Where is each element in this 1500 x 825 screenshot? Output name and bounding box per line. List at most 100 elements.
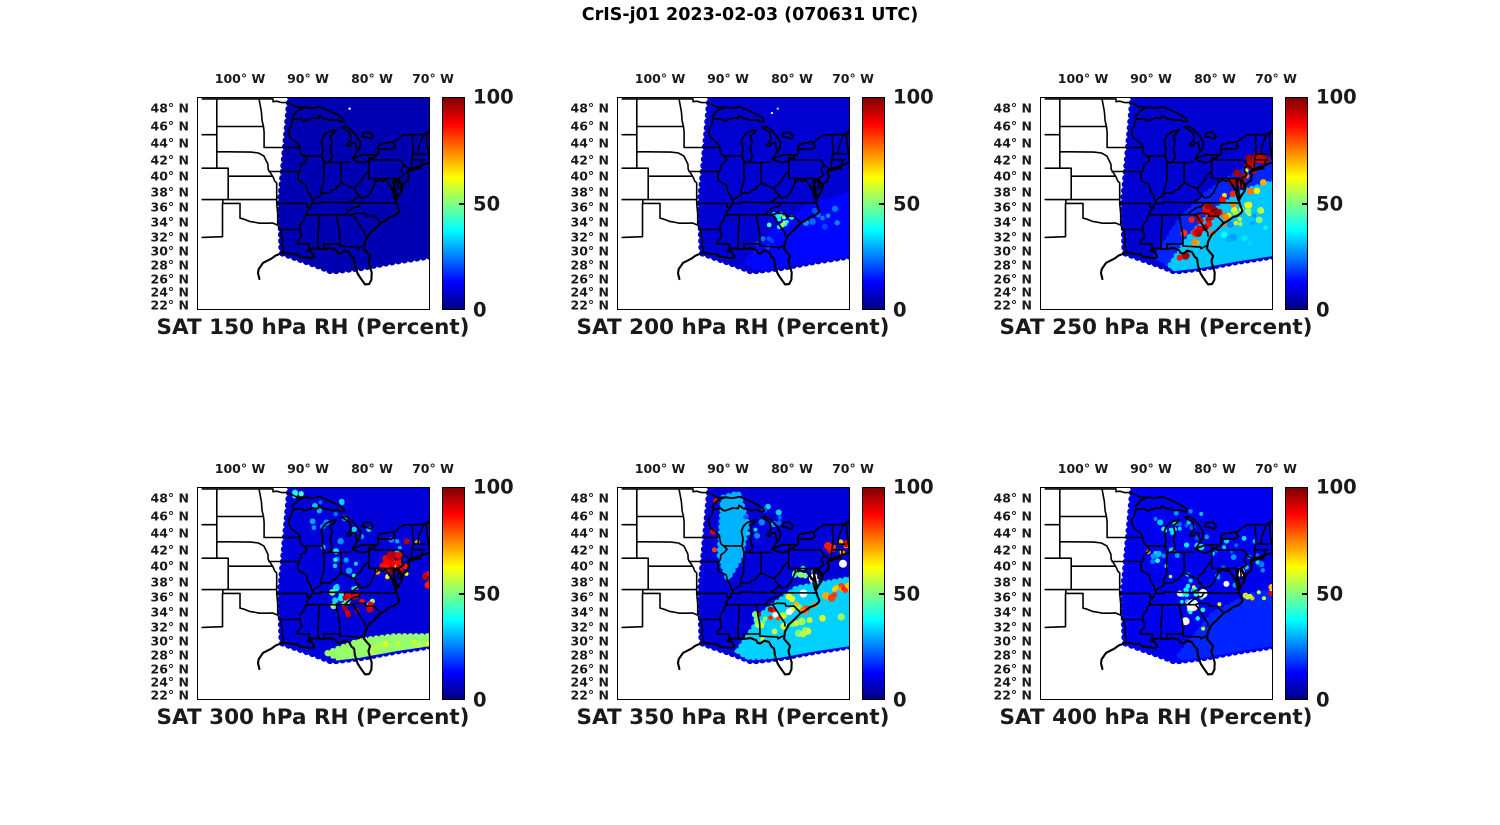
subplot-350hPa: 100° W 90° W 80° W 70° W 48° N 46° N 44° N 42° …	[542, 442, 942, 742]
fov-dot	[799, 630, 807, 638]
fov-dot	[1177, 526, 1182, 531]
fov-dot	[767, 606, 774, 613]
fov-dot	[743, 514, 748, 520]
axes-frame	[617, 487, 850, 700]
fov-dot	[1188, 578, 1193, 583]
fov-dot	[368, 646, 377, 655]
latitude-tick-label: 24° N	[570, 674, 609, 690]
colorbar-tick-label: 50	[893, 582, 921, 605]
fov-dot	[1150, 553, 1157, 560]
latitude-tick-label: 42° N	[150, 152, 189, 168]
map-plot-350hPa	[617, 487, 850, 700]
latitude-tick-label: 28° N	[993, 257, 1032, 273]
fov-dot	[1237, 217, 1243, 222]
subplot-300hPa: 100° W 90° W 80° W 70° W 48° N 46° N 44° N 42° …	[122, 442, 522, 742]
latitude-tick-label: 48° N	[570, 490, 609, 506]
fov-dot	[1204, 534, 1210, 540]
fov-dot	[1216, 575, 1221, 580]
longitude-tick-label: 90° W	[707, 461, 749, 476]
colorbar-tick-label: 100	[1316, 85, 1357, 109]
latitude-tick-label: 46° N	[150, 508, 189, 524]
latitude-tick-label: 38° N	[993, 184, 1032, 200]
latitude-tick-label: 22° N	[993, 687, 1032, 703]
fov-dot	[1206, 221, 1213, 228]
fov-dot	[397, 545, 402, 550]
fov-dot	[1170, 530, 1175, 536]
longitude-tick-label: 90° W	[707, 71, 749, 86]
latitude-tick-label: 46° N	[570, 118, 609, 134]
fov-dot	[341, 646, 349, 655]
latitude-tick-label: 44° N	[993, 135, 1032, 151]
latitude-tick-label: 44° N	[150, 135, 189, 151]
fov-dot	[1185, 583, 1191, 589]
fov-dot	[344, 609, 351, 615]
longitude-tick-label: 80° W	[1194, 461, 1236, 476]
fov-dot	[403, 538, 410, 545]
latitude-tick-label: 42° N	[570, 542, 609, 558]
fov-dot	[1222, 213, 1230, 221]
latitude-tick-label: 22° N	[993, 297, 1032, 313]
longitude-tick-label: 80° W	[771, 461, 813, 476]
latitude-tick-label: 26° N	[150, 661, 189, 677]
panel-title: SAT 200 hPa RH (Percent)	[576, 315, 890, 340]
fov-dot	[1227, 221, 1234, 228]
fov-dot	[292, 489, 298, 496]
fov-dot	[837, 613, 845, 621]
fov-dot	[392, 644, 398, 650]
fov-dot	[345, 567, 353, 574]
fov-dot	[1241, 535, 1247, 541]
colorbar-tick-label: 100	[473, 85, 514, 109]
fov-dot	[333, 557, 338, 562]
rh-region	[716, 489, 751, 586]
colorbar-mid-tick	[879, 592, 884, 595]
latitude-tick-label: 30° N	[993, 633, 1032, 649]
fov-dot	[334, 583, 340, 590]
fov-dot	[806, 617, 813, 624]
fov-dot	[411, 638, 418, 646]
fov-dot	[311, 525, 317, 531]
fov-dot	[309, 518, 316, 525]
latitude-tick-label: 32° N	[570, 619, 609, 635]
fov-dot	[1260, 568, 1266, 573]
satellite-swath	[276, 97, 430, 275]
fov-dot	[1176, 590, 1183, 597]
latitude-tick-label: 24° N	[150, 674, 189, 690]
subplot-250hPa: 100° W 90° W 80° W 70° W 48° N 46° N 44° N 42° …	[965, 52, 1365, 352]
latitude-tick-label: 46° N	[570, 508, 609, 524]
latitude-tick-label: 24° N	[993, 674, 1032, 690]
fov-dot	[1183, 587, 1190, 593]
satellite-swath	[1119, 487, 1273, 665]
latitude-tick-label: 28° N	[993, 647, 1032, 663]
fov-dot	[332, 563, 338, 569]
axes-frame	[1040, 487, 1273, 700]
longitude-tick-label: 90° W	[287, 71, 329, 86]
fov-dot	[1229, 201, 1236, 208]
fov-dot	[386, 551, 396, 560]
satellite-swath	[696, 97, 850, 275]
panel-title: SAT 250 hPa RH (Percent)	[999, 315, 1313, 340]
fov-dot	[1205, 208, 1211, 214]
map-plot-300hPa	[197, 487, 430, 700]
fov-dot	[424, 581, 430, 589]
fov-dot	[1180, 599, 1184, 604]
latitude-tick-label: 30° N	[150, 243, 189, 259]
fov-dot	[820, 215, 825, 221]
fov-dot	[1161, 553, 1166, 559]
fov-dot	[775, 509, 782, 516]
longitude-tick-label: 70° W	[412, 461, 454, 476]
fov-dot	[762, 616, 768, 621]
fov-dot	[819, 614, 826, 622]
latitude-tick-label: 34° N	[570, 604, 609, 620]
fov-dot	[1173, 510, 1179, 516]
colorbar-mid-tick	[1302, 592, 1307, 595]
latitude-tick-label: 44° N	[993, 525, 1032, 541]
fov-dot	[1245, 154, 1253, 161]
fov-dot	[1201, 626, 1206, 631]
rh-data-points	[743, 107, 850, 272]
latitude-tick-label: 34° N	[993, 604, 1032, 620]
latitude-tick-label: 42° N	[993, 152, 1032, 168]
fov-dot	[377, 642, 383, 648]
latitude-tick-label: 42° N	[993, 542, 1032, 558]
satellite-swath	[696, 487, 850, 665]
